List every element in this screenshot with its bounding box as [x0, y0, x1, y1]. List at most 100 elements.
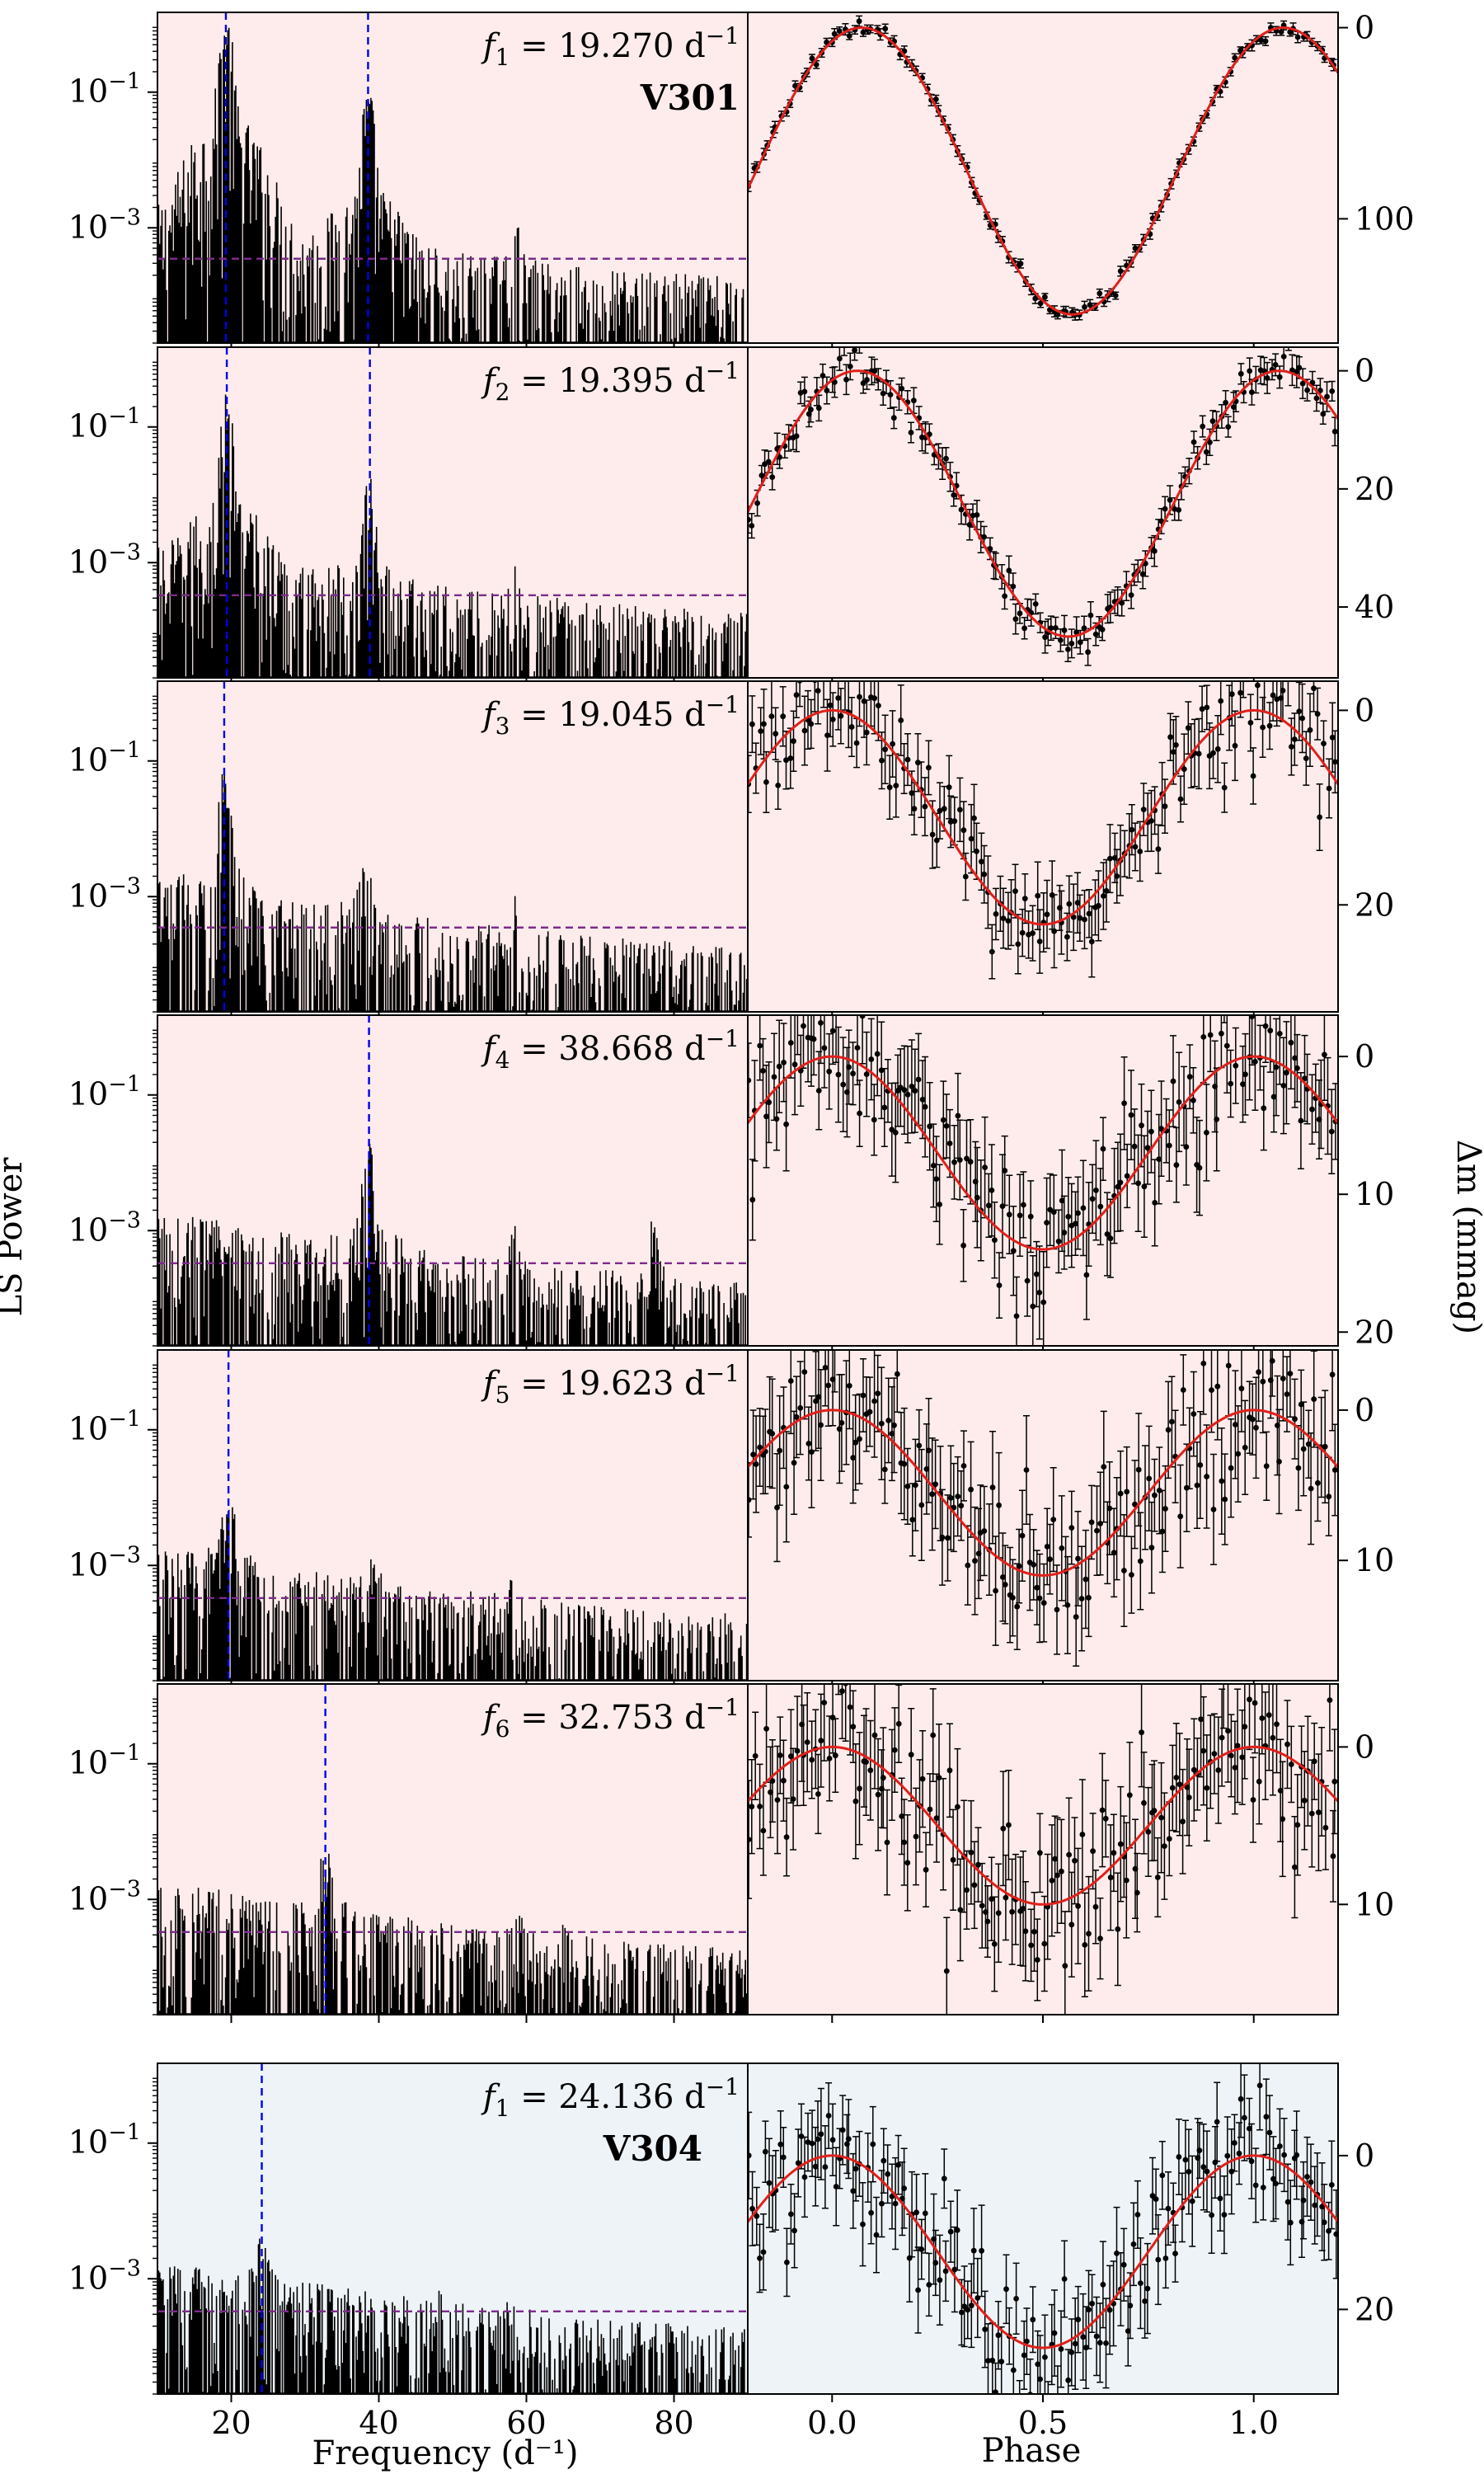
data-point [831, 31, 838, 37]
data-point [1080, 1205, 1087, 1211]
data-point [833, 2184, 839, 2189]
data-point [852, 1439, 859, 1446]
data-point [1234, 1743, 1241, 1749]
data-point [974, 2295, 981, 2301]
data-point [1287, 1371, 1294, 1376]
power-tick-label: 10−1 [68, 1407, 141, 1447]
data-point [835, 695, 842, 701]
y-axis-label-left: LS Power [0, 1157, 30, 1317]
data-point [936, 1775, 942, 1781]
data-point [757, 1804, 763, 1809]
data-point [901, 2185, 907, 2192]
data-point [1165, 1427, 1172, 1433]
data-point [1058, 2346, 1064, 2352]
data-point [1242, 2114, 1247, 2121]
fit-curve [748, 26, 1338, 316]
data-point [918, 2246, 925, 2253]
data-point [748, 1077, 752, 1084]
data-point [1121, 1100, 1127, 1107]
fit-curve [748, 1745, 1338, 1906]
data-point [1274, 1721, 1280, 1728]
data-point [1300, 2197, 1307, 2204]
data-point [1041, 1940, 1048, 1947]
data-point [1036, 938, 1043, 944]
data-point [972, 1558, 978, 1564]
data-point [884, 1839, 890, 1846]
dm-tick-label: 10 [1355, 1886, 1394, 1922]
data-point [1308, 2179, 1314, 2185]
frequency-label: f1 = 24.136 d−1 [481, 2073, 740, 2122]
data-point [1228, 2168, 1235, 2175]
data-point [946, 784, 952, 790]
data-point [1145, 1829, 1152, 1835]
data-point [1249, 389, 1255, 395]
fit-curve [748, 1409, 1338, 1577]
data-point [1151, 1808, 1158, 1814]
data-point [881, 1104, 888, 1111]
data-point [981, 534, 987, 540]
data-point [846, 1064, 852, 1070]
data-point [942, 2268, 949, 2274]
data-point [791, 2227, 797, 2234]
data-point [890, 415, 897, 421]
data-point [1099, 1807, 1106, 1813]
data-point [1199, 706, 1205, 713]
data-point [1049, 1878, 1055, 1884]
data-point [1292, 1864, 1298, 1870]
dm-tick-label: 0 [1355, 1038, 1374, 1075]
data-point [857, 1436, 862, 1442]
data-point [916, 1442, 923, 1449]
data-point [1329, 1371, 1336, 1378]
data-point [1169, 1785, 1176, 1791]
data-point [1010, 1248, 1017, 1254]
data-point [749, 1197, 756, 1203]
data-point [958, 506, 965, 513]
data-point [1277, 1787, 1284, 1794]
data-point [1054, 1606, 1060, 1613]
data-point [1242, 1444, 1248, 1451]
data-point [765, 459, 772, 465]
data-point [1050, 1209, 1057, 1216]
data-point [889, 1431, 895, 1437]
data-point [1239, 1754, 1246, 1761]
data-point [932, 2260, 939, 2266]
data-point [1252, 1059, 1258, 1065]
data-point [793, 433, 800, 440]
data-point [1256, 1369, 1261, 1376]
data-point [753, 1461, 759, 1467]
data-point [985, 2358, 991, 2364]
data-point [1302, 1075, 1308, 1082]
data-point [1100, 2281, 1106, 2288]
data-point [940, 1117, 946, 1123]
data-point [1129, 826, 1135, 833]
data-point [1015, 941, 1021, 948]
data-point [992, 1237, 998, 1244]
data-point [1114, 873, 1120, 879]
data-point [1128, 1112, 1134, 1118]
data-point [813, 1398, 819, 1404]
data-point [815, 1791, 821, 1797]
data-point [1132, 1865, 1139, 1872]
data-point [1232, 2140, 1237, 2146]
data-point [1277, 2143, 1283, 2149]
data-point [1170, 749, 1176, 755]
data-point [797, 1404, 804, 1411]
data-point [1037, 2376, 1043, 2382]
data-point [871, 1732, 878, 1738]
data-point [1214, 1117, 1220, 1122]
data-point [1033, 1271, 1040, 1277]
data-point [763, 2148, 768, 2155]
data-points [748, 2082, 1338, 2394]
data-point [822, 1365, 829, 1371]
data-point [885, 2171, 891, 2177]
data-point [1237, 689, 1243, 696]
data-point [1156, 1156, 1162, 1162]
data-point [965, 2307, 971, 2313]
data-point [1238, 1385, 1245, 1392]
data-point [870, 2141, 876, 2147]
data-point [1225, 1728, 1231, 1734]
data-point [1307, 727, 1313, 733]
panel-5: 10−1 10−3 0 10 f5 = 19.623 d−1 [68, 1349, 1394, 1689]
data-point [749, 721, 755, 727]
data-point [829, 2137, 836, 2143]
